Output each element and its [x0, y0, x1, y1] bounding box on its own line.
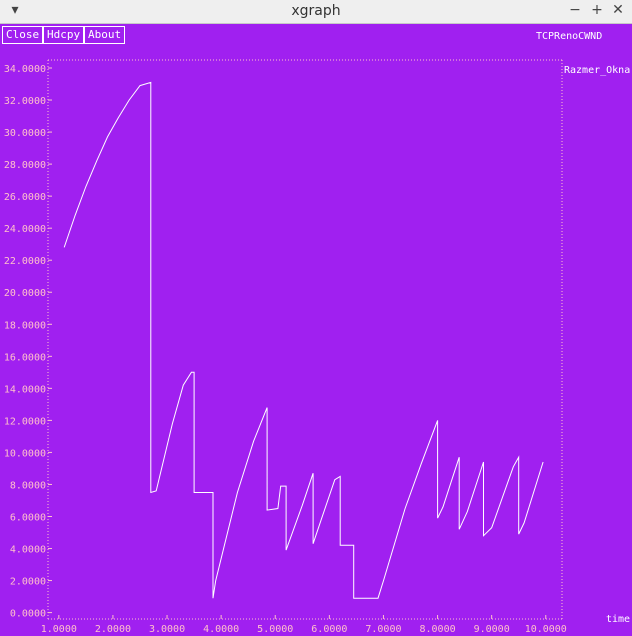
x-tick-label: 8.0000	[419, 624, 455, 635]
y-tick-label: 6.0000	[10, 512, 46, 523]
window-titlebar: ▾ xgraph − + ✕	[0, 0, 632, 24]
y-ticks: 0.0000 2.0000 4.0000 6.0000 8.0000 10.0000 12.…	[4, 64, 52, 620]
y-tick-label: 8.0000	[10, 480, 46, 491]
x-tick-label: 5.0000	[257, 624, 293, 635]
close-button[interactable]: Close	[2, 26, 44, 44]
x-tick-label: 10.0000	[525, 624, 567, 635]
x-tick-label: 3.0000	[149, 624, 185, 635]
y-tick-label: 10.0000	[4, 448, 46, 459]
y-axis-label: Razmer_Okna	[564, 65, 630, 76]
about-button[interactable]: About	[84, 26, 126, 44]
y-tick-label: 0.0000	[10, 609, 46, 620]
y-tick-label: 28.0000	[4, 160, 46, 171]
close-window-icon[interactable]: ✕	[612, 2, 624, 18]
y-tick-label: 26.0000	[4, 192, 46, 203]
y-tick-label: 4.0000	[10, 545, 46, 556]
y-tick-label: 24.0000	[4, 224, 46, 235]
x-tick-label: 4.0000	[203, 624, 239, 635]
series-line-cwnd	[63, 81, 544, 599]
y-tick-label: 30.0000	[4, 128, 46, 139]
x-tick-label: 7.0000	[365, 624, 401, 635]
x-axis-label: time	[606, 614, 630, 625]
maximize-icon[interactable]: +	[591, 2, 603, 18]
window-menu-icon[interactable]: ▾	[11, 2, 19, 18]
y-tick-label: 32.0000	[4, 96, 46, 107]
y-tick-label: 18.0000	[4, 320, 46, 331]
window-title: xgraph	[291, 3, 341, 19]
x-tick-label: 6.0000	[311, 624, 347, 635]
y-tick-label: 2.0000	[10, 577, 46, 588]
x-ticks: 1.0000 2.0000 3.0000 4.0000 5.0000 6.0000 7.00…	[41, 615, 567, 635]
y-tick-label: 16.0000	[4, 352, 46, 363]
x-tick-label: 9.0000	[474, 624, 510, 635]
y-tick-label: 20.0000	[4, 288, 46, 299]
y-tick-label: 22.0000	[4, 256, 46, 267]
y-tick-label: 12.0000	[4, 416, 46, 427]
plot-title: TCPRenoCWND	[536, 31, 603, 42]
x-tick-label: 1.0000	[41, 624, 77, 635]
hdcpy-button[interactable]: Hdcpy	[43, 26, 85, 44]
y-tick-label: 34.0000	[4, 64, 46, 75]
x-tick-label: 2.0000	[95, 624, 131, 635]
y-tick-label: 14.0000	[4, 384, 46, 395]
minimize-icon[interactable]: −	[569, 2, 581, 18]
